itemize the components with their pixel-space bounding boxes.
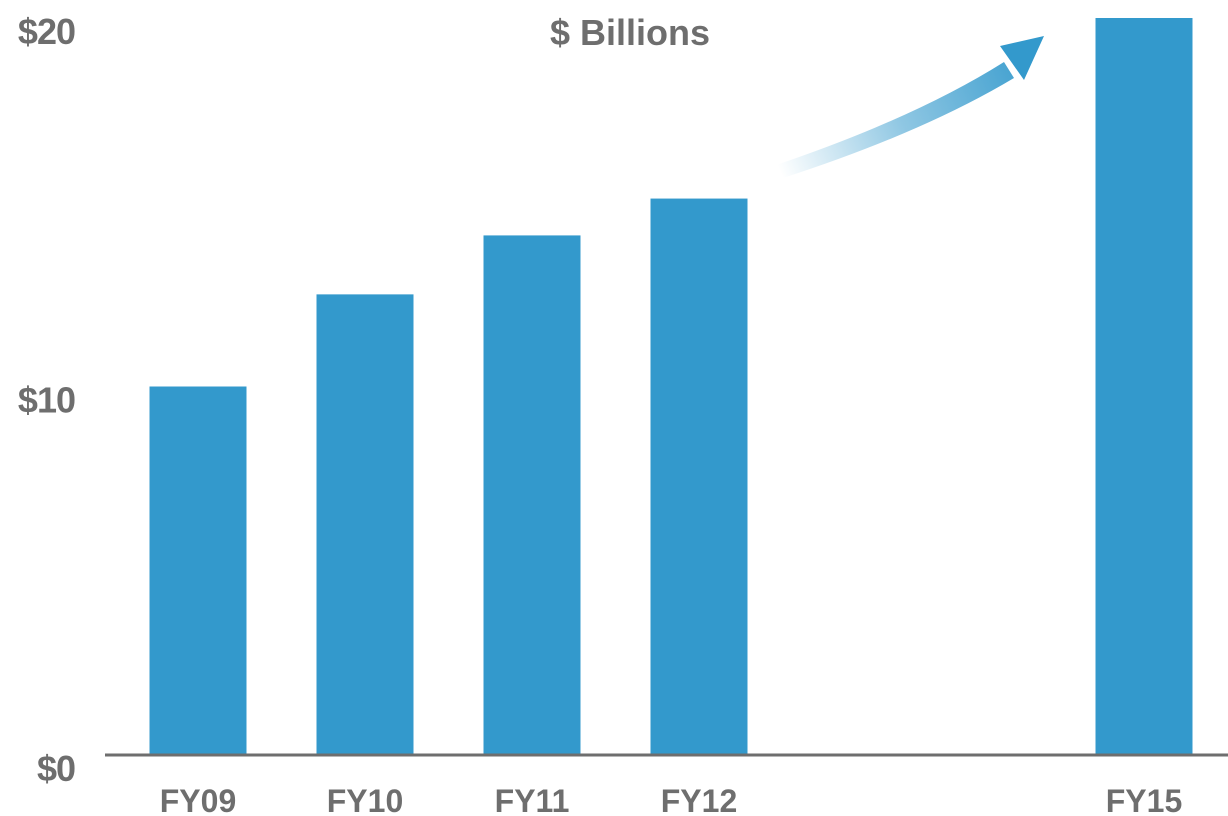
chart-title: $ Billions — [550, 12, 710, 53]
y-axis-tick-labels: $0 $10 $20 — [18, 11, 76, 789]
bar-fy09 — [149, 386, 247, 755]
growth-arrow-shaft — [776, 62, 1014, 178]
growth-arrow — [776, 36, 1044, 178]
bar-fy12 — [650, 198, 748, 755]
bar-fy10 — [316, 294, 414, 755]
x-axis-category-labels: FY09 FY10 FY11 FY12 FY15 — [160, 783, 1182, 816]
y-tick-label: $20 — [18, 11, 75, 52]
y-tick-label: $10 — [18, 380, 75, 421]
x-tick-label: FY15 — [1106, 783, 1182, 816]
bar-fy15 — [1095, 18, 1193, 755]
x-tick-label: FY10 — [327, 783, 403, 816]
y-tick-label: $0 — [37, 748, 75, 789]
x-tick-label: FY12 — [661, 783, 737, 816]
bar-series — [149, 18, 1193, 756]
x-tick-label: FY11 — [495, 783, 570, 816]
x-tick-label: FY09 — [160, 783, 236, 816]
bar-fy11 — [483, 235, 581, 756]
growth-arrow-head — [1000, 36, 1044, 80]
